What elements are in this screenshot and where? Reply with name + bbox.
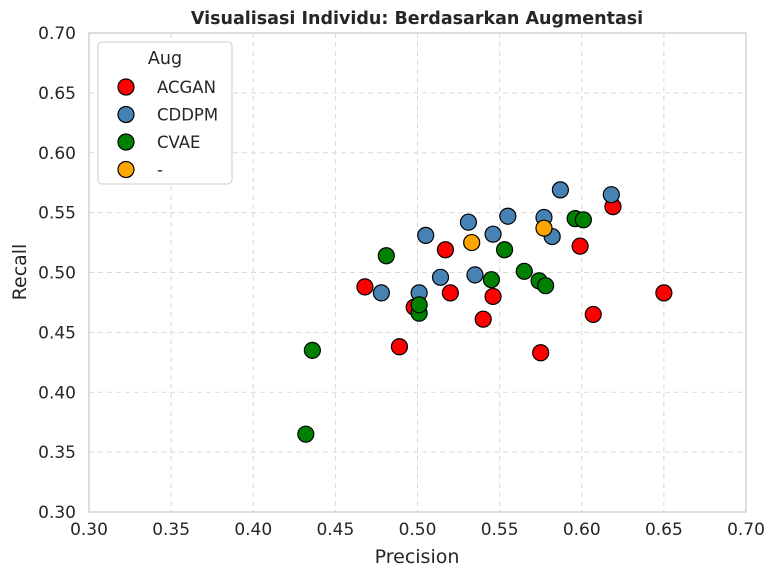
data-point-cvae [410, 296, 428, 314]
chart-title: Visualisasi Individu: Berdasarkan Augmen… [191, 9, 643, 29]
data-point-cddpm [459, 213, 478, 231]
data-point-cddpm [431, 268, 450, 286]
x-tick-label: 0.35 [152, 520, 190, 540]
x-axis-label: Precision [375, 546, 460, 568]
x-tick-label: 0.65 [645, 520, 683, 540]
y-tick-label: 0.70 [38, 24, 76, 44]
legend: Aug ACGAN CDDPM CVAE - [97, 41, 233, 185]
x-tick-label: 0.50 [399, 520, 437, 540]
legend-label-acgan: ACGAN [157, 78, 216, 97]
data-point-none [535, 219, 553, 237]
data-point-acgan [436, 241, 455, 259]
y-tick-label: 0.30 [38, 503, 76, 523]
data-point-cvae [297, 425, 315, 443]
legend-marker-cddpm [117, 105, 135, 124]
data-point-acgan [655, 284, 673, 302]
y-tick-label: 0.60 [38, 144, 76, 164]
plot-frame [88, 32, 747, 513]
data-point-acgan [532, 344, 550, 362]
y-tick-labels: 0.30 0.35 0.40 0.45 0.50 0.55 0.60 0.65 0.70 [38, 24, 76, 523]
data-point-cvae [515, 262, 533, 280]
x-tick-label: 0.30 [70, 520, 108, 540]
y-tick-label: 0.45 [38, 323, 76, 343]
data-point-cvae [377, 247, 395, 265]
y-tick-label: 0.35 [38, 443, 76, 463]
legend-marker-cvae [117, 133, 135, 151]
data-point-cvae [574, 211, 592, 229]
x-tick-label: 0.40 [234, 520, 272, 540]
data-point-cddpm [484, 225, 502, 243]
legend-label-cvae: CVAE [157, 133, 200, 152]
y-tick-label: 0.50 [38, 264, 76, 284]
x-tick-labels: 0.30 0.35 0.40 0.45 0.50 0.55 0.60 0.65 0.70 [70, 520, 765, 540]
data-point-acgan [356, 278, 374, 296]
x-tick-label: 0.60 [563, 520, 601, 540]
legend-label-none: - [157, 161, 163, 180]
data-point-none [463, 233, 481, 252]
data-point-acgan [584, 305, 602, 324]
legend-title: Aug [148, 49, 182, 69]
y-tick-label: 0.40 [38, 383, 76, 403]
data-point-cddpm [466, 266, 484, 284]
data-point-acgan [390, 338, 409, 356]
y-axis-label: Recall [9, 244, 31, 301]
data-point-acgan [441, 284, 459, 302]
data-point-acgan [571, 237, 589, 255]
grid [89, 33, 746, 512]
x-tick-label: 0.70 [727, 520, 765, 540]
y-tick-label: 0.55 [38, 204, 76, 224]
y-tick-label: 0.65 [38, 84, 76, 104]
data-point-cvae [495, 241, 514, 259]
data-point-cvae [482, 271, 501, 289]
data-point-acgan [484, 287, 502, 306]
data-point-acgan [474, 310, 492, 328]
data-point-cddpm [602, 186, 620, 204]
data-point-cddpm [417, 226, 435, 244]
x-tick-label: 0.45 [316, 520, 354, 540]
legend-marker-none [117, 160, 135, 179]
data-point-cvae [303, 341, 321, 359]
legend-label-cddpm: CDDPM [157, 106, 218, 125]
data-point-cvae [537, 277, 555, 295]
data-point-cddpm [372, 284, 390, 302]
data-points [297, 181, 673, 443]
x-tick-label: 0.55 [481, 520, 519, 540]
data-point-cddpm [551, 181, 569, 199]
data-point-cddpm [499, 207, 517, 225]
legend-items: ACGAN CDDPM CVAE - [117, 78, 218, 180]
legend-marker-acgan [117, 78, 135, 96]
